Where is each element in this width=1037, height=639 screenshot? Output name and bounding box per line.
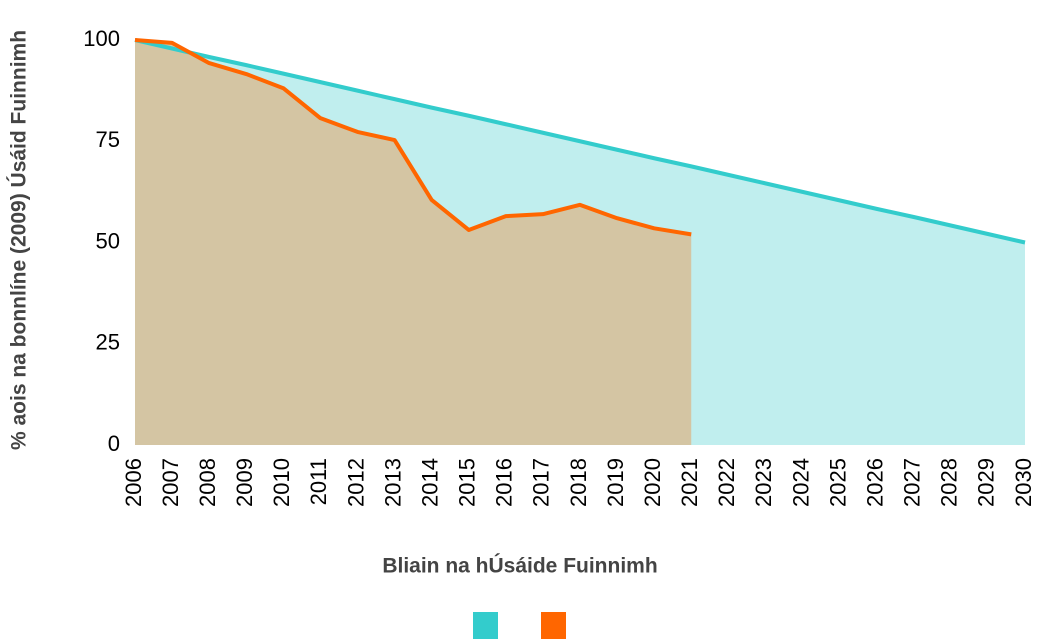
legend-swatch: [541, 612, 566, 639]
x-tick-label: 2013: [380, 458, 405, 507]
x-tick-label: 2021: [677, 458, 702, 507]
x-tick-label: 2030: [1011, 458, 1036, 507]
x-tick-label: 2028: [937, 458, 962, 507]
x-tick-label: 2010: [269, 458, 294, 507]
y-tick-label: 0: [108, 431, 120, 456]
x-tick-label: 2025: [825, 458, 850, 507]
x-tick-label: 2023: [751, 458, 776, 507]
x-tick-label: 2006: [121, 458, 146, 507]
y-tick-label: 100: [83, 26, 120, 51]
x-axis-title: Bliain na hÚsáide Fuinnimh: [382, 554, 657, 578]
line: [134, 38, 1026, 245]
x-tick-label: 2018: [566, 458, 591, 507]
x-tick-label: 2019: [603, 458, 628, 507]
x-tick-label: 2014: [417, 458, 442, 507]
y-axis-title: % aois na bonnlíne (2009) Úsáid Fuinnimh: [7, 30, 31, 450]
y-tick-label: 25: [96, 330, 120, 355]
x-tick-label: 2012: [343, 458, 368, 507]
x-tick-label: 2015: [455, 458, 480, 507]
x-tick-label: 2009: [232, 458, 257, 507]
y-tick-label: 75: [96, 127, 120, 152]
area: [135, 40, 692, 445]
x-tick-label: 2020: [640, 458, 665, 507]
x-tick-label: 2016: [492, 458, 517, 507]
x-tick-label: 2029: [974, 458, 999, 507]
x-tick-label: 2011: [306, 458, 331, 505]
line: [134, 38, 692, 237]
x-tick-label: 2022: [714, 458, 739, 507]
x-tick-label: 2026: [862, 458, 887, 507]
x-tick-label: 2024: [788, 458, 813, 507]
x-tick-label: 2027: [900, 458, 925, 507]
x-tick-label: 2007: [158, 458, 183, 507]
y-tick-label: 50: [96, 228, 120, 253]
legend-swatch: [473, 612, 498, 639]
x-tick-label: 2017: [529, 458, 554, 507]
x-tick-label: 2008: [195, 458, 220, 507]
